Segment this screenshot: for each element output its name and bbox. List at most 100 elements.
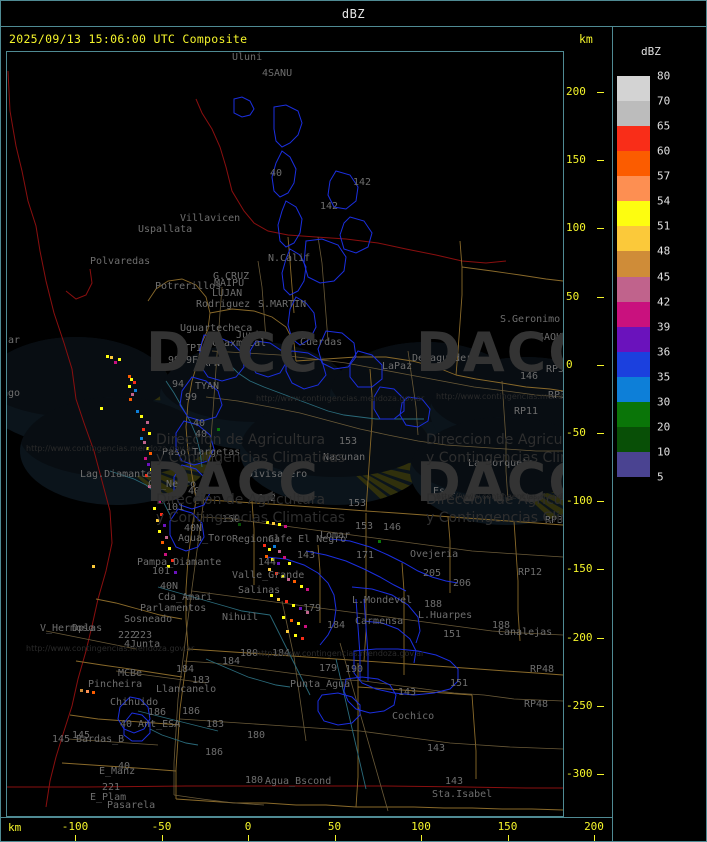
colorbar-swatch[interactable] [617,201,650,227]
x-axis-tick-label: 100 [411,820,431,833]
svg-text:146: 146 [520,371,538,382]
water-bodies [117,96,459,742]
header-strip: 2025/09/13 15:06:00 UTC Composite km [1,29,612,51]
svg-text:Llancanelo: Llancanelo [156,684,216,695]
colorbar-tick-label: 10 [657,445,671,459]
colorbar-tick-label: 51 [657,219,671,233]
svg-text:179: 179 [303,603,321,614]
svg-text:Regional: Regional [232,534,280,545]
svg-text:S.Geronimo: S.Geronimo [500,314,560,325]
svg-text:Uluni: Uluni [232,52,262,63]
svg-text:S.MARTIN: S.MARTIN [258,299,306,310]
svg-text:RP3: RP3 [548,390,564,401]
svg-text:Polvaredas: Polvaredas [90,256,150,267]
svg-text:y Contingencias Climaticas: y Contingencias Climaticas [426,510,564,526]
colorbar-swatch[interactable] [617,376,650,402]
colorbar-swatch[interactable] [617,451,650,477]
colorbar-swatch[interactable] [617,151,650,177]
colorbar-swatch[interactable] [617,251,650,277]
radar-echo-layer [80,355,381,694]
svg-text:RP3: RP3 [545,515,563,526]
watermark-logo [6,337,564,525]
colorbar-swatch[interactable] [617,126,650,152]
x-axis-tick-mark [421,835,422,841]
svg-text:143: 143 [297,550,315,561]
svg-text:http://www.contingencias.mendo: http://www.contingencias.mendoza.gov.ar [26,644,195,653]
colorbar-swatch[interactable] [617,426,650,452]
x-axis-tick-mark [594,835,595,841]
svg-text:Paso Targetas: Paso Targetas [162,447,240,458]
colorbar-swatch[interactable] [617,351,650,377]
svg-text:http://www.contingencias.mendo: http://www.contingencias.mendoza.gov.ar [26,444,195,453]
svg-text:143: 143 [398,687,416,698]
svg-text:143: 143 [427,743,445,754]
svg-text:180: 180 [240,648,258,659]
svg-text:RP48: RP48 [524,699,548,710]
svg-text:153: 153 [348,498,366,509]
svg-text:Villavicen: Villavicen [180,213,240,224]
y-axis-tick-label: -50 [566,426,586,439]
y-axis-tick-label: 50 [566,289,580,303]
svg-text:Agua_Toro: Agua_Toro [178,533,232,544]
svg-text:LUJAN: LUJAN [212,288,242,299]
svg-text:171: 171 [356,550,374,561]
y-axis-tick-mark [597,160,604,162]
x-axis-tick-label: 200 [584,820,604,833]
svg-text:180: 180 [247,730,265,741]
y-axis-tick-mark [597,705,604,707]
y-axis-tick-label: 0 [566,357,573,371]
y-axis: 200 150 100 50 0 -50 -100 -150 -200 -250 -300 [566,51,612,817]
colorbar-swatch[interactable] [617,76,650,102]
svg-text:Lag.Diamante: Lag.Diamante [80,469,152,480]
colorbar-tick-label: 45 [657,270,671,283]
y-axis-tick-mark [597,364,604,366]
svg-text:Pincheira: Pincheira [88,679,142,690]
svg-text:221: 221 [102,782,120,793]
svg-text:206: 206 [453,578,471,589]
svg-text:205: 205 [423,568,441,579]
colorbar-swatch[interactable] [617,401,650,427]
colorbar-tick-label: 57 [657,169,671,183]
colorbar-swatch[interactable] [617,226,650,252]
y-axis-tick-label: -300 [566,767,593,780]
svg-text:TPI: TPI [184,343,202,354]
svg-text:150: 150 [222,514,240,525]
svg-text:188: 188 [424,599,442,610]
colorbar-swatches[interactable] [617,76,650,477]
y-axis-unit-label: km [579,32,593,46]
svg-text:153: 153 [355,521,373,532]
colorbar-swatch[interactable] [617,326,650,352]
colorbar-swatch[interactable] [617,301,650,327]
x-axis-tick-label: -50 [151,820,172,833]
svg-text:RP3: RP3 [546,364,564,375]
y-axis-tick-mark [597,501,604,503]
svg-text:Pasarela: Pasarela [107,800,155,811]
window-title: dBZ [0,0,707,27]
svg-text:Punta_Agua: Punta_Agua [290,679,350,690]
frame-line-axis-top [0,817,612,818]
y-axis-tick-label: 150 [566,153,586,167]
svg-text:RP48: RP48 [530,664,554,675]
svg-text:Pampa_Diamante: Pampa_Diamante [137,557,221,568]
svg-text:94: 94 [172,379,184,390]
svg-text:101: 101 [152,566,170,577]
svg-text:183: 183 [192,675,210,686]
colorbar-swatch[interactable] [617,276,650,302]
svg-text:4Junta: 4Junta [124,639,160,650]
svg-text:145: 145 [52,734,70,745]
y-axis-tick-mark [597,92,604,93]
colorbar-swatch[interactable] [617,176,650,202]
radar-map[interactable]: Uluni 4SANU Villavicen Uspallata Polvaredas N… [6,51,564,817]
svg-text:184: 184 [327,620,345,631]
svg-text:Chaxmizal: Chaxmizal [212,338,266,349]
svg-text:153: 153 [339,436,357,447]
timestamp-label: 2025/09/13 15:06:00 UTC Composite [9,32,248,46]
colorbar-swatch[interactable] [617,101,650,127]
x-axis-tick-label: 0 [244,820,252,833]
x-axis-tick-mark [248,835,249,841]
svg-text:143: 143 [445,776,463,787]
y-axis-tick-mark [597,228,604,230]
svg-text:y Contingencias Climaticas: y Contingencias Climaticas [426,450,564,466]
svg-text:Dplas: Dplas [72,623,102,634]
